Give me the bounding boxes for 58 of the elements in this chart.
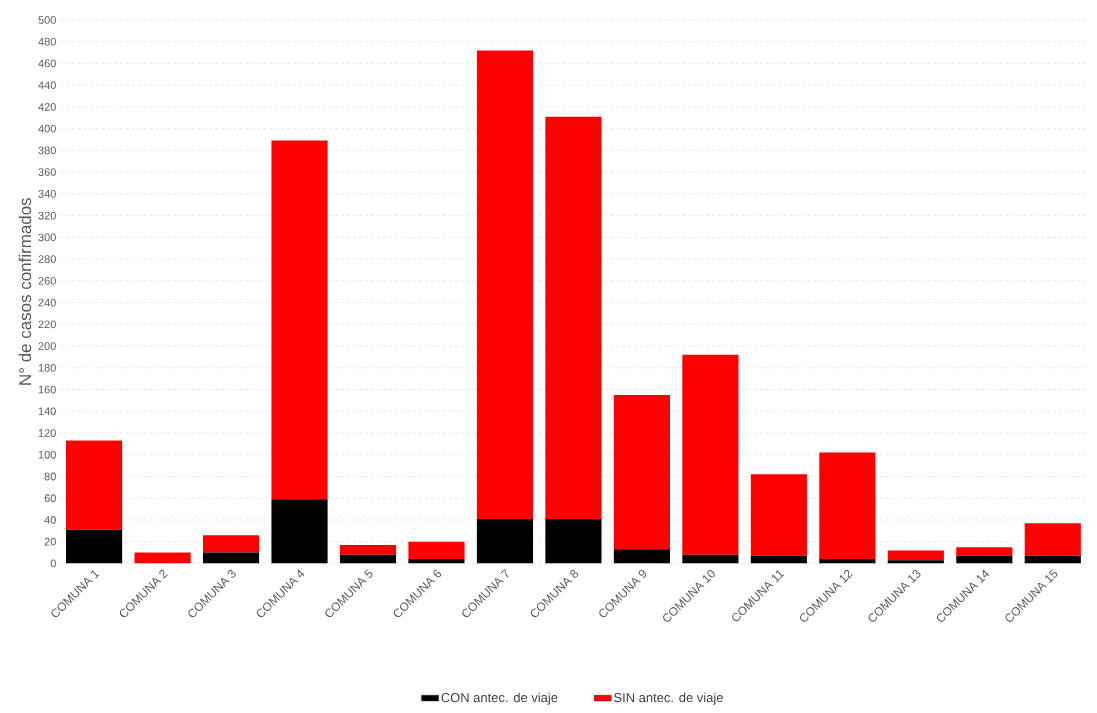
bar [887, 550, 944, 561]
y-tick-label: 60 [44, 494, 56, 503]
y-tick-label: 280 [38, 255, 56, 263]
bar [66, 440, 123, 530]
bar [202, 535, 260, 553]
y-tick-label: 260 [38, 276, 56, 285]
y-tick-label: 40 [44, 516, 56, 524]
bar [202, 552, 260, 564]
bar [613, 549, 670, 564]
y-tick-label: 20 [44, 537, 56, 546]
y-tick-label: 80 [44, 472, 56, 481]
y-tick-label: 120 [38, 429, 56, 437]
bar [613, 394, 670, 550]
y-tick-label: 320 [38, 211, 56, 220]
bar [134, 552, 191, 564]
bar [819, 559, 876, 564]
bar [1024, 523, 1081, 556]
y-tick-label: 300 [38, 233, 56, 242]
y-tick-label: 460 [38, 59, 56, 68]
bar [887, 560, 944, 564]
bar [682, 354, 739, 555]
y-tick-label: 360 [38, 168, 56, 176]
y-tick-label: 440 [38, 81, 56, 90]
y-axis-title: N° de casos confirmados [18, 198, 32, 385]
bar [476, 518, 534, 564]
bar [408, 559, 465, 564]
y-tick-label: 160 [38, 385, 56, 394]
bar [339, 544, 397, 555]
y-tick-label: 240 [38, 298, 56, 307]
bar [545, 518, 602, 564]
legend-label: SIN antec. de viaje [614, 692, 723, 705]
bar [956, 555, 1013, 564]
bar [956, 547, 1013, 556]
y-tick-label: 400 [38, 124, 56, 133]
y-tick-label: 500 [38, 16, 56, 24]
bar [476, 50, 534, 519]
y-tick-label: 220 [38, 320, 56, 329]
y-tick-label: 180 [38, 363, 56, 372]
bar [408, 541, 465, 560]
bar [819, 452, 876, 560]
y-tick-label: 380 [38, 146, 56, 155]
bar [1024, 555, 1081, 564]
legend-label: CON antec. de viaje [441, 692, 558, 705]
y-tick-label: 200 [38, 342, 56, 350]
bar [271, 140, 328, 500]
bar [66, 529, 123, 564]
bar [271, 499, 328, 564]
bar [682, 554, 739, 564]
bar [339, 554, 397, 564]
bar [750, 555, 807, 564]
y-tick-label: 480 [38, 37, 56, 46]
bar [545, 116, 602, 519]
y-tick-label: 420 [38, 103, 56, 111]
y-tick-label: 140 [38, 407, 56, 416]
bar [750, 474, 807, 556]
y-tick-label: 0 [50, 559, 56, 568]
y-tick-label: 100 [38, 450, 56, 459]
y-tick-label: 340 [38, 189, 56, 198]
